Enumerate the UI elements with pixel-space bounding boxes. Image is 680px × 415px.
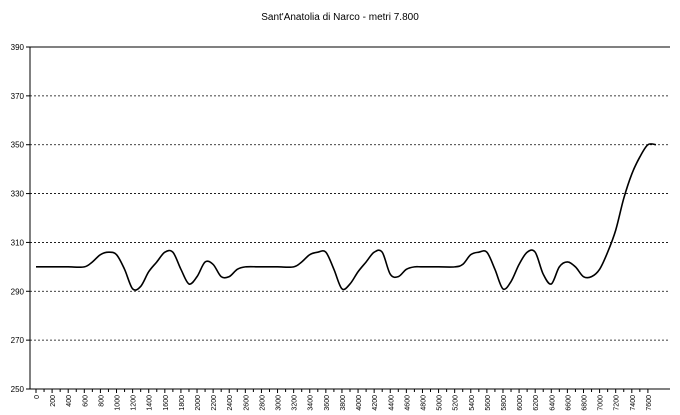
x-tick-label: 5000: [437, 395, 444, 411]
x-tick-label: 4000: [356, 395, 363, 411]
x-tick-label: 1200: [131, 395, 138, 411]
x-tick-label: 3200: [292, 395, 299, 411]
x-tick-label: 1600: [163, 395, 170, 411]
x-tick-label: 1000: [115, 395, 122, 411]
x-tick-label: 7000: [598, 395, 605, 411]
x-tick-label: 5800: [501, 395, 508, 411]
x-tick-label: 6400: [549, 395, 556, 411]
x-tick-label: 1400: [147, 395, 154, 411]
x-tick-label: 6000: [517, 395, 524, 411]
x-tick-label: 4800: [420, 395, 427, 411]
x-tick-label: 3400: [308, 395, 315, 411]
series-line: [36, 143, 657, 291]
y-tick-label: 250: [11, 385, 25, 394]
y-tick-label: 370: [11, 92, 25, 101]
x-tick-label: 600: [82, 395, 89, 407]
chart-title: Sant'Anatolia di Narco - metri 7.800: [261, 12, 419, 23]
x-tick-label: 4600: [404, 395, 411, 411]
y-tick-label: 350: [11, 141, 25, 150]
x-tick-label: 0: [34, 395, 41, 399]
x-tick-label: 200: [50, 395, 57, 407]
y-tick-label: 290: [11, 287, 25, 296]
x-tick-label: 6800: [581, 395, 588, 411]
x-tick-label: 5400: [469, 395, 476, 411]
x-tick-label: 7400: [630, 395, 637, 411]
x-tick-label: 3600: [324, 395, 331, 411]
x-tick-label: 2400: [227, 395, 234, 411]
x-tick-label: 4400: [388, 395, 395, 411]
x-tick-label: 1800: [179, 395, 186, 411]
x-tick-label: 400: [66, 395, 73, 407]
x-tick-label: 6600: [565, 395, 572, 411]
y-tick-label: 390: [11, 43, 25, 52]
x-tick-label: 800: [98, 395, 105, 407]
x-tick-label: 3800: [340, 395, 347, 411]
x-tick-label: 6200: [533, 395, 540, 411]
x-tick-label: 2200: [211, 395, 218, 411]
x-tick-label: 5600: [485, 395, 492, 411]
y-tick-label: 270: [11, 336, 25, 345]
x-tick-label: 7600: [646, 395, 653, 411]
y-tick-label: 330: [11, 190, 25, 199]
x-tick-label: 2000: [195, 395, 202, 411]
x-tick-label: 4200: [372, 395, 379, 411]
x-tick-label: 3000: [276, 395, 283, 411]
x-tick-label: 5200: [453, 395, 460, 411]
x-tick-label: 2800: [259, 395, 266, 411]
y-tick-label: 310: [11, 238, 25, 247]
x-tick-label: 7200: [614, 395, 621, 411]
x-tick-label: 2600: [243, 395, 250, 411]
